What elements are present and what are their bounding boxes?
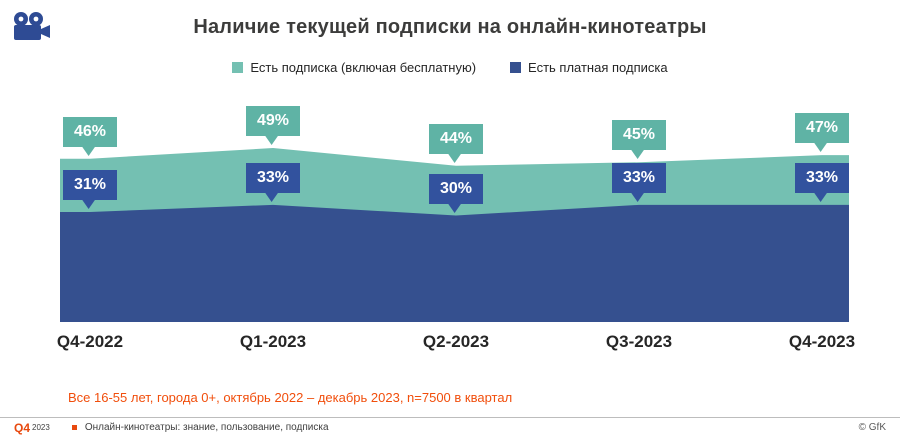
callout-pointer-icon [447,152,462,163]
callout-pointer-icon [630,191,645,202]
footer-bar: Q4 2023 Онлайн-кинотеатры: знание, польз… [0,417,900,437]
data-label-value: 46% [73,122,107,140]
callout-pointer-icon [81,145,96,156]
footer-note: Онлайн-кинотеатры: знание, пользование, … [84,422,329,433]
callout-pointer-icon [813,191,828,202]
data-label-series1-Q1-2023: 33% [246,162,300,202]
movie-camera-icon-svg [14,12,50,40]
legend-swatch-icon [510,62,522,73]
callout-pointer-icon [813,142,828,153]
callout-pointer-icon [264,191,279,202]
data-label-value: 33% [805,168,839,186]
data-label-series1-Q4-2022: 31% [63,169,117,209]
brand-quarter: Q4 [14,420,31,435]
legend-swatch-icon [232,62,244,73]
data-label-series1-Q4-2023: 33% [795,162,849,202]
x-axis-label-Q4-2022: Q4-2022 [56,332,124,351]
data-label-series0-Q2-2023: 44% [429,123,483,163]
data-label-series1-Q3-2023: 33% [612,162,666,202]
legend-item-1: Есть платная подписка [510,60,668,75]
brand-year: 2023 [32,423,50,432]
data-label-value: 49% [256,112,290,130]
data-label-value: 30% [439,179,473,197]
data-label-series0-Q4-2023: 47% [795,113,849,153]
legend-label: Есть платная подписка [528,60,668,75]
data-label-value: 44% [439,129,473,147]
data-label-series1-Q2-2023: 30% [429,173,483,213]
series-area-1 [60,204,849,322]
data-label-series0-Q3-2023: 45% [612,120,666,160]
copyright: © GfK [858,422,886,433]
data-label-series0-Q4-2022: 46% [63,116,117,156]
data-label-value: 31% [73,175,107,193]
data-label-value: 33% [622,168,656,186]
movie-camera-icon [12,12,52,46]
callout-pointer-icon [81,198,96,209]
page-title: Наличие текущей подписки на онлайн-кинот… [193,16,707,38]
data-label-value: 45% [622,126,656,144]
x-axis-label-Q2-2023: Q2-2023 [422,332,490,351]
legend: Есть подписка (включая бесплатную) Есть п… [0,60,900,75]
data-label-value: 33% [256,168,290,186]
legend-item-0: Есть подписка (включая бесплатную) [232,60,476,75]
data-label-series0-Q1-2023: 49% [246,106,300,146]
x-axis-label-Q3-2023: Q3-2023 [605,332,673,351]
footer-bullet-icon [71,425,77,430]
callout-pointer-icon [447,202,462,213]
footnote: Все 16-55 лет, города 0+, октябрь 2022 –… [68,390,513,405]
legend-label: Есть подписка (включая бесплатную) [250,60,477,75]
callout-pointer-icon [264,135,279,146]
data-label-value: 47% [805,119,839,137]
x-axis-label-Q4-2023: Q4-2023 [788,332,856,351]
callout-pointer-icon [630,149,645,160]
x-axis-label-Q1-2023: Q1-2023 [239,332,307,351]
